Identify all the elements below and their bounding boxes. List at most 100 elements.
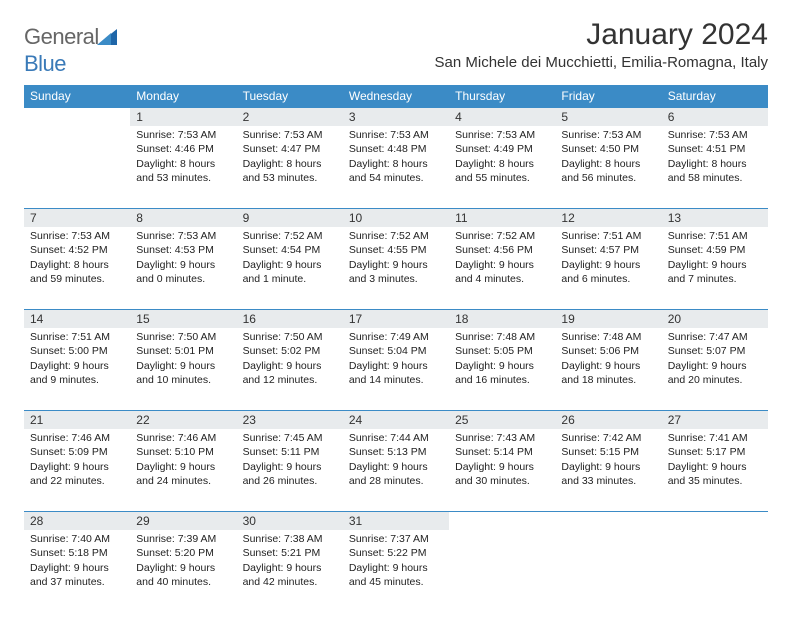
day-cell: Sunrise: 7:45 AMSunset: 5:11 PMDaylight:… (237, 429, 343, 511)
day-number: 14 (24, 309, 130, 328)
day-number: 18 (449, 309, 555, 328)
day-number: 10 (343, 208, 449, 227)
day-details: Sunrise: 7:53 AMSunset: 4:49 PMDaylight:… (449, 126, 555, 191)
weekday-header: Wednesday (343, 85, 449, 107)
month-title: January 2024 (435, 18, 768, 52)
week-row: Sunrise: 7:40 AMSunset: 5:18 PMDaylight:… (24, 530, 768, 612)
day-empty (662, 511, 768, 530)
brand-logo: GeneralBlue (24, 18, 117, 77)
day-number: 7 (24, 208, 130, 227)
day-number: 19 (555, 309, 661, 328)
day-number: 28 (24, 511, 130, 530)
day-cell: Sunrise: 7:46 AMSunset: 5:09 PMDaylight:… (24, 429, 130, 511)
week-row: Sunrise: 7:53 AMSunset: 4:52 PMDaylight:… (24, 227, 768, 309)
day-cell: Sunrise: 7:39 AMSunset: 5:20 PMDaylight:… (130, 530, 236, 612)
day-cell: Sunrise: 7:38 AMSunset: 5:21 PMDaylight:… (237, 530, 343, 612)
weekday-header: Friday (555, 85, 661, 107)
day-details: Sunrise: 7:45 AMSunset: 5:11 PMDaylight:… (237, 429, 343, 494)
day-cell: Sunrise: 7:53 AMSunset: 4:53 PMDaylight:… (130, 227, 236, 309)
day-number: 30 (237, 511, 343, 530)
day-details: Sunrise: 7:53 AMSunset: 4:46 PMDaylight:… (130, 126, 236, 191)
day-details: Sunrise: 7:48 AMSunset: 5:06 PMDaylight:… (555, 328, 661, 393)
day-details: Sunrise: 7:49 AMSunset: 5:04 PMDaylight:… (343, 328, 449, 393)
day-number: 20 (662, 309, 768, 328)
daynum-row: 21222324252627 (24, 410, 768, 429)
day-number: 21 (24, 410, 130, 429)
day-details: Sunrise: 7:38 AMSunset: 5:21 PMDaylight:… (237, 530, 343, 595)
day-number: 9 (237, 208, 343, 227)
day-number: 26 (555, 410, 661, 429)
day-empty (24, 107, 130, 126)
day-details: Sunrise: 7:48 AMSunset: 5:05 PMDaylight:… (449, 328, 555, 393)
day-number: 8 (130, 208, 236, 227)
weekday-header: Tuesday (237, 85, 343, 107)
day-details: Sunrise: 7:52 AMSunset: 4:56 PMDaylight:… (449, 227, 555, 292)
day-number: 2 (237, 107, 343, 126)
day-number: 22 (130, 410, 236, 429)
day-details: Sunrise: 7:53 AMSunset: 4:52 PMDaylight:… (24, 227, 130, 292)
day-number: 6 (662, 107, 768, 126)
day-details: Sunrise: 7:50 AMSunset: 5:02 PMDaylight:… (237, 328, 343, 393)
day-details: Sunrise: 7:53 AMSunset: 4:53 PMDaylight:… (130, 227, 236, 292)
day-number: 25 (449, 410, 555, 429)
day-cell: Sunrise: 7:51 AMSunset: 4:59 PMDaylight:… (662, 227, 768, 309)
day-details: Sunrise: 7:51 AMSunset: 5:00 PMDaylight:… (24, 328, 130, 393)
location-subtitle: San Michele dei Mucchietti, Emilia-Romag… (435, 54, 768, 71)
page: GeneralBlue January 2024 San Michele dei… (0, 0, 792, 630)
brand-general: General (24, 24, 99, 49)
day-cell: Sunrise: 7:44 AMSunset: 5:13 PMDaylight:… (343, 429, 449, 511)
daynum-row: 78910111213 (24, 208, 768, 227)
day-number: 16 (237, 309, 343, 328)
daynum-row: 28293031 (24, 511, 768, 530)
day-number: 29 (130, 511, 236, 530)
day-cell (24, 126, 130, 208)
day-cell: Sunrise: 7:40 AMSunset: 5:18 PMDaylight:… (24, 530, 130, 612)
day-details: Sunrise: 7:39 AMSunset: 5:20 PMDaylight:… (130, 530, 236, 595)
day-cell: Sunrise: 7:50 AMSunset: 5:02 PMDaylight:… (237, 328, 343, 410)
week-row: Sunrise: 7:46 AMSunset: 5:09 PMDaylight:… (24, 429, 768, 511)
week-row: Sunrise: 7:53 AMSunset: 4:46 PMDaylight:… (24, 126, 768, 208)
day-number: 13 (662, 208, 768, 227)
day-cell: Sunrise: 7:51 AMSunset: 4:57 PMDaylight:… (555, 227, 661, 309)
day-number: 11 (449, 208, 555, 227)
day-cell (662, 530, 768, 612)
day-cell: Sunrise: 7:41 AMSunset: 5:17 PMDaylight:… (662, 429, 768, 511)
day-cell: Sunrise: 7:53 AMSunset: 4:51 PMDaylight:… (662, 126, 768, 208)
day-details: Sunrise: 7:50 AMSunset: 5:01 PMDaylight:… (130, 328, 236, 393)
day-empty (449, 511, 555, 530)
day-details: Sunrise: 7:53 AMSunset: 4:51 PMDaylight:… (662, 126, 768, 191)
daynum-row: 123456 (24, 107, 768, 126)
weekday-header: Sunday (24, 85, 130, 107)
day-details: Sunrise: 7:46 AMSunset: 5:09 PMDaylight:… (24, 429, 130, 494)
day-details: Sunrise: 7:53 AMSunset: 4:47 PMDaylight:… (237, 126, 343, 191)
day-details: Sunrise: 7:51 AMSunset: 4:59 PMDaylight:… (662, 227, 768, 292)
daynum-row: 14151617181920 (24, 309, 768, 328)
day-number: 24 (343, 410, 449, 429)
weekday-header-row: Sunday Monday Tuesday Wednesday Thursday… (24, 85, 768, 107)
day-number: 12 (555, 208, 661, 227)
day-cell: Sunrise: 7:50 AMSunset: 5:01 PMDaylight:… (130, 328, 236, 410)
day-details: Sunrise: 7:40 AMSunset: 5:18 PMDaylight:… (24, 530, 130, 595)
day-number: 4 (449, 107, 555, 126)
day-cell: Sunrise: 7:53 AMSunset: 4:49 PMDaylight:… (449, 126, 555, 208)
day-details: Sunrise: 7:42 AMSunset: 5:15 PMDaylight:… (555, 429, 661, 494)
day-empty (555, 511, 661, 530)
day-number: 23 (237, 410, 343, 429)
day-details: Sunrise: 7:37 AMSunset: 5:22 PMDaylight:… (343, 530, 449, 595)
day-cell: Sunrise: 7:53 AMSunset: 4:50 PMDaylight:… (555, 126, 661, 208)
day-cell (449, 530, 555, 612)
day-details: Sunrise: 7:43 AMSunset: 5:14 PMDaylight:… (449, 429, 555, 494)
weekday-header: Thursday (449, 85, 555, 107)
day-cell: Sunrise: 7:52 AMSunset: 4:55 PMDaylight:… (343, 227, 449, 309)
day-number: 5 (555, 107, 661, 126)
calendar-body: 123456Sunrise: 7:53 AMSunset: 4:46 PMDay… (24, 107, 768, 612)
week-row: Sunrise: 7:51 AMSunset: 5:00 PMDaylight:… (24, 328, 768, 410)
brand-blue: Blue (24, 51, 66, 76)
day-number: 1 (130, 107, 236, 126)
day-details: Sunrise: 7:46 AMSunset: 5:10 PMDaylight:… (130, 429, 236, 494)
day-cell: Sunrise: 7:46 AMSunset: 5:10 PMDaylight:… (130, 429, 236, 511)
day-number: 27 (662, 410, 768, 429)
day-cell: Sunrise: 7:53 AMSunset: 4:52 PMDaylight:… (24, 227, 130, 309)
brand-text: GeneralBlue (24, 24, 117, 77)
day-cell: Sunrise: 7:42 AMSunset: 5:15 PMDaylight:… (555, 429, 661, 511)
